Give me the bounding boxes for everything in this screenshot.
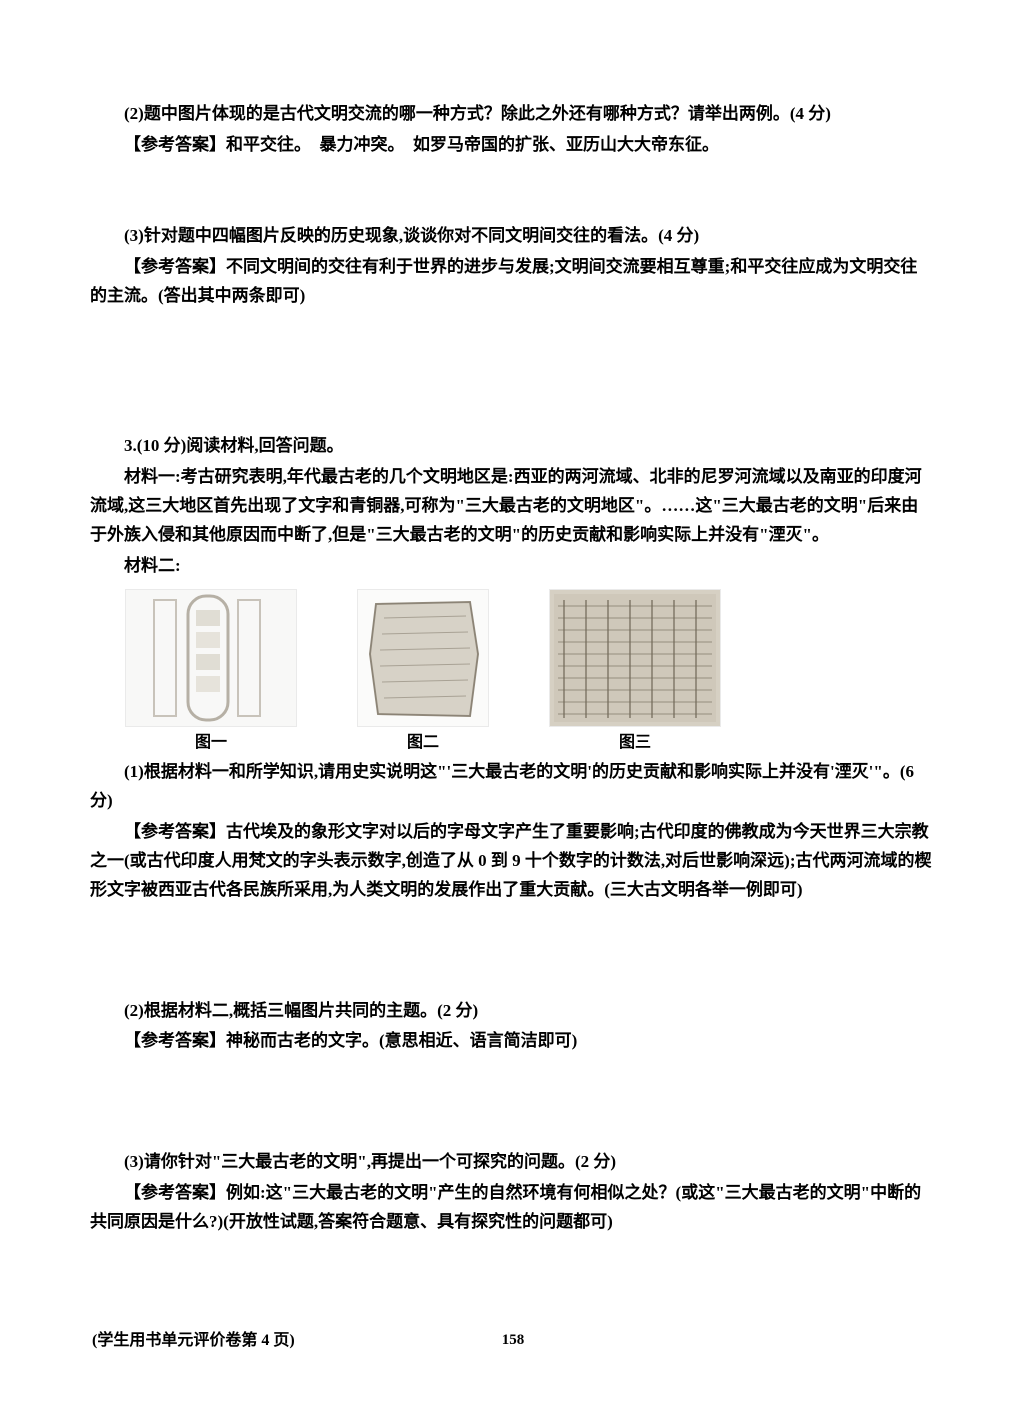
figure-3-caption: 图三 (619, 729, 651, 756)
q3-sub3-answer: 【参考答案】例如:这"三大最古老的文明"产生的自然环境有何相似之处？(或这"三大… (90, 1179, 934, 1237)
spacer (90, 1058, 934, 1148)
q3-material2-label: 材料二: (90, 552, 934, 581)
spacer (90, 907, 934, 997)
q2-answer: 【参考答案】和平交往。 暴力冲突。 如罗马帝国的扩张、亚历山大大帝东征。 (90, 131, 934, 160)
q3-material1: 材料一:考古研究表明,年代最古老的几个文明地区是:西亚的两河流域、北非的尼罗河流… (90, 463, 934, 550)
q3-sub2-answer: 【参考答案】神秘而古老的文字。(意思相近、语言简洁即可) (90, 1027, 934, 1056)
figure-2-caption: 图二 (407, 729, 439, 756)
footer-left: (学生用书单元评价卷第 4 页) (92, 1327, 502, 1354)
figure-2: 图二 (357, 589, 489, 756)
page-footer: (学生用书单元评价卷第 4 页) 158 (90, 1327, 934, 1354)
q3-sub3-stem: (3)请你针对"三大最古老的文明",再提出一个可探究的问题。(2 分) (90, 1148, 934, 1177)
figure-1: 图一 (125, 589, 297, 756)
figure-3: 图三 (549, 589, 721, 756)
q3-sub1-stem: (1)根据材料一和所学知识,请用史实说明这"'三大最古老的文明'的历史贡献和影响… (90, 758, 934, 816)
q3a-answer-line1: 【参考答案】不同文明间的交往有利于世界的进步与发展;文明间交流要相互尊重;和平交… (90, 253, 934, 311)
exam-page: (2)题中图片体现的是古代文明交流的哪一种方式？除此之外还有哪种方式？请举出两例… (0, 0, 1024, 1414)
figure-row: 图一 图二 (90, 583, 934, 758)
q2-stem: (2)题中图片体现的是古代文明交流的哪一种方式？除此之外还有哪种方式？请举出两例… (90, 100, 934, 129)
figure-1-image (125, 589, 297, 727)
q3-sub1-answer: 【参考答案】古代埃及的象形文字对以后的字母文字产生了重要影响;古代印度的佛教成为… (90, 818, 934, 905)
spacer (90, 162, 934, 222)
q3-sub2-stem: (2)根据材料二,概括三幅图片共同的主题。(2 分) (90, 997, 934, 1026)
spacer (90, 312, 934, 432)
q3-title: 3.(10 分)阅读材料,回答问题。 (90, 432, 934, 461)
figure-3-image (549, 589, 721, 727)
figure-1-caption: 图一 (195, 729, 227, 756)
figure-2-image (357, 589, 489, 727)
page-number: 158 (502, 1328, 525, 1354)
q3a-stem: (3)针对题中四幅图片反映的历史现象,谈谈你对不同文明间交往的看法。(4 分) (90, 222, 934, 251)
